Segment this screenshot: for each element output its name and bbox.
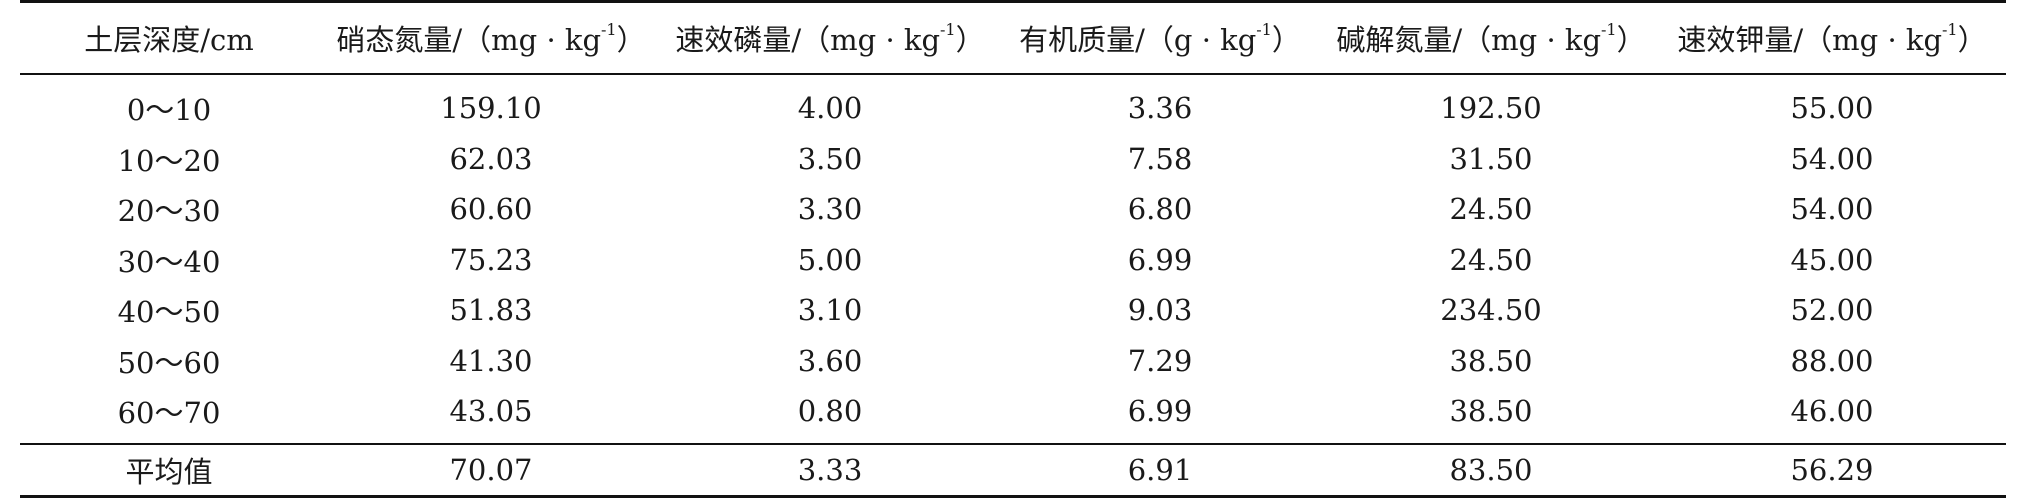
header-label: 土层深度/cm xyxy=(84,23,254,57)
table-body: 0～10 159.10 4.00 3.36 192.50 55.00 10～20… xyxy=(20,74,2006,444)
unit-text: （mg · kg xyxy=(1803,23,1943,57)
unit-text: （g · kg xyxy=(1144,23,1257,57)
cell-available-phosphorus-average: 3.33 xyxy=(797,452,863,487)
unit-close: ） xyxy=(1957,23,1987,57)
cell-available-potassium: 46.00 xyxy=(1790,394,1874,429)
cell-alkali-hydrolyzable-nitrogen-average: 83.50 xyxy=(1449,452,1533,487)
unit-text: （mg · kg xyxy=(801,23,941,57)
cell-available-phosphorus: 3.60 xyxy=(797,343,863,378)
cell-soil-depth: 10～20 xyxy=(117,143,221,178)
cell-available-potassium: 88.00 xyxy=(1790,343,1874,378)
cell-nitrate-nitrogen: 51.83 xyxy=(449,293,533,328)
cell-soil-depth: 20～30 xyxy=(117,194,221,229)
cell-organic-matter: 7.58 xyxy=(1127,141,1193,176)
cell-available-phosphorus: 4.00 xyxy=(797,91,863,126)
header-unit: （mg · kg-1） xyxy=(1803,20,1987,57)
table-row: 40～50 51.83 3.10 9.03 234.50 52.00 xyxy=(20,285,2006,336)
cell-soil-depth: 60～70 xyxy=(117,396,221,431)
header-label: 速效钾量/ xyxy=(1677,23,1804,57)
header-nitrate-nitrogen: 硝态氮量/（mg · kg-1） xyxy=(318,2,664,75)
header-available-potassium: 速效钾量/（mg · kg-1） xyxy=(1658,2,2006,75)
header-unit: （g · kg-1） xyxy=(1144,20,1301,57)
cell-available-potassium: 52.00 xyxy=(1790,293,1874,328)
cell-organic-matter: 6.80 xyxy=(1127,192,1193,227)
cell-nitrate-nitrogen: 60.60 xyxy=(449,192,533,227)
cell-alkali-hydrolyzable-nitrogen: 234.50 xyxy=(1440,293,1542,328)
unit-text: （mg · kg xyxy=(1462,23,1602,57)
header-alkali-hydrolyzable-nitrogen: 碱解氮量/（mg · kg-1） xyxy=(1324,2,1658,75)
table-row: 60～70 43.05 0.80 6.99 38.50 46.00 xyxy=(20,386,2006,444)
header-unit: （mg · kg-1） xyxy=(801,20,985,57)
header-row: 土层深度/cm 硝态氮量/（mg · kg-1） 速效磷量/（mg · kg-1… xyxy=(20,1,2006,75)
cell-available-phosphorus: 0.80 xyxy=(797,394,863,429)
cell-nitrate-nitrogen: 75.23 xyxy=(449,242,533,277)
cell-soil-depth: 0～10 xyxy=(126,93,212,128)
unit-close: ） xyxy=(1271,23,1301,57)
cell-soil-depth: 50～60 xyxy=(117,345,221,380)
cell-available-phosphorus: 3.50 xyxy=(797,141,863,176)
unit-close: ） xyxy=(1616,23,1646,57)
header-organic-matter: 有机质量/（g · kg-1） xyxy=(996,2,1324,75)
header-label: 有机质量/ xyxy=(1019,23,1145,57)
soil-nutrient-table-container: 土层深度/cm 硝态氮量/（mg · kg-1） 速效磷量/（mg · kg-1… xyxy=(20,0,2006,498)
cell-soil-depth: 30～40 xyxy=(117,244,221,279)
table-row: 10～20 62.03 3.50 7.58 31.50 54.00 xyxy=(20,134,2006,185)
cell-organic-matter: 6.99 xyxy=(1127,394,1193,429)
cell-organic-matter-average: 6.91 xyxy=(1127,452,1193,487)
cell-available-phosphorus: 3.10 xyxy=(797,293,863,328)
cell-organic-matter: 6.99 xyxy=(1127,242,1193,277)
cell-alkali-hydrolyzable-nitrogen: 192.50 xyxy=(1440,91,1542,126)
header-available-phosphorus: 速效磷量/（mg · kg-1） xyxy=(664,2,996,75)
header-label: 速效磷量/ xyxy=(675,23,802,57)
cell-organic-matter: 7.29 xyxy=(1127,343,1193,378)
cell-available-potassium: 55.00 xyxy=(1790,91,1874,126)
unit-exponent: -1 xyxy=(601,20,617,40)
cell-available-potassium: 45.00 xyxy=(1790,242,1874,277)
cell-organic-matter: 9.03 xyxy=(1127,293,1193,328)
header-label: 硝态氮量/ xyxy=(336,23,463,57)
unit-exponent: -1 xyxy=(1942,20,1958,40)
cell-alkali-hydrolyzable-nitrogen: 24.50 xyxy=(1449,242,1533,277)
cell-average-label: 平均值 xyxy=(125,454,213,489)
cell-nitrate-nitrogen: 43.05 xyxy=(449,394,533,429)
cell-nitrate-nitrogen: 41.30 xyxy=(449,343,533,378)
soil-nutrient-table: 土层深度/cm 硝态氮量/（mg · kg-1） 速效磷量/（mg · kg-1… xyxy=(20,0,2006,498)
header-soil-depth: 土层深度/cm xyxy=(20,2,318,75)
cell-nitrate-nitrogen: 159.10 xyxy=(440,91,542,126)
header-unit: （mg · kg-1） xyxy=(1462,20,1646,57)
header-label: 碱解氮量/ xyxy=(1336,23,1463,57)
table-row: 30～40 75.23 5.00 6.99 24.50 45.00 xyxy=(20,235,2006,286)
unit-close: ） xyxy=(955,23,985,57)
table-row: 0～10 159.10 4.00 3.36 192.50 55.00 xyxy=(20,74,2006,134)
unit-exponent: -1 xyxy=(1256,20,1272,40)
header-unit: （mg · kg-1） xyxy=(462,20,646,57)
table-row: 20～30 60.60 3.30 6.80 24.50 54.00 xyxy=(20,184,2006,235)
cell-soil-depth: 40～50 xyxy=(117,295,221,330)
cell-available-potassium: 54.00 xyxy=(1790,192,1874,227)
unit-exponent: -1 xyxy=(940,20,956,40)
cell-available-potassium-average: 56.29 xyxy=(1790,452,1874,487)
cell-organic-matter: 3.36 xyxy=(1127,91,1193,126)
cell-available-phosphorus: 3.30 xyxy=(797,192,863,227)
unit-text: （mg · kg xyxy=(462,23,602,57)
table-row: 50～60 41.30 3.60 7.29 38.50 88.00 xyxy=(20,336,2006,387)
unit-exponent: -1 xyxy=(1601,20,1617,40)
cell-alkali-hydrolyzable-nitrogen: 31.50 xyxy=(1449,141,1533,176)
table-header: 土层深度/cm 硝态氮量/（mg · kg-1） 速效磷量/（mg · kg-1… xyxy=(20,1,2006,75)
cell-nitrate-nitrogen: 62.03 xyxy=(449,141,533,176)
cell-available-potassium: 54.00 xyxy=(1790,141,1874,176)
cell-available-phosphorus: 5.00 xyxy=(797,242,863,277)
cell-alkali-hydrolyzable-nitrogen: 38.50 xyxy=(1449,343,1533,378)
cell-alkali-hydrolyzable-nitrogen: 38.50 xyxy=(1449,394,1533,429)
cell-alkali-hydrolyzable-nitrogen: 24.50 xyxy=(1449,192,1533,227)
unit-close: ） xyxy=(616,23,646,57)
table-footer: 平均值 70.07 3.33 6.91 83.50 56.29 xyxy=(20,443,2006,496)
cell-nitrate-nitrogen-average: 70.07 xyxy=(449,452,533,487)
average-row: 平均值 70.07 3.33 6.91 83.50 56.29 xyxy=(20,443,2006,496)
